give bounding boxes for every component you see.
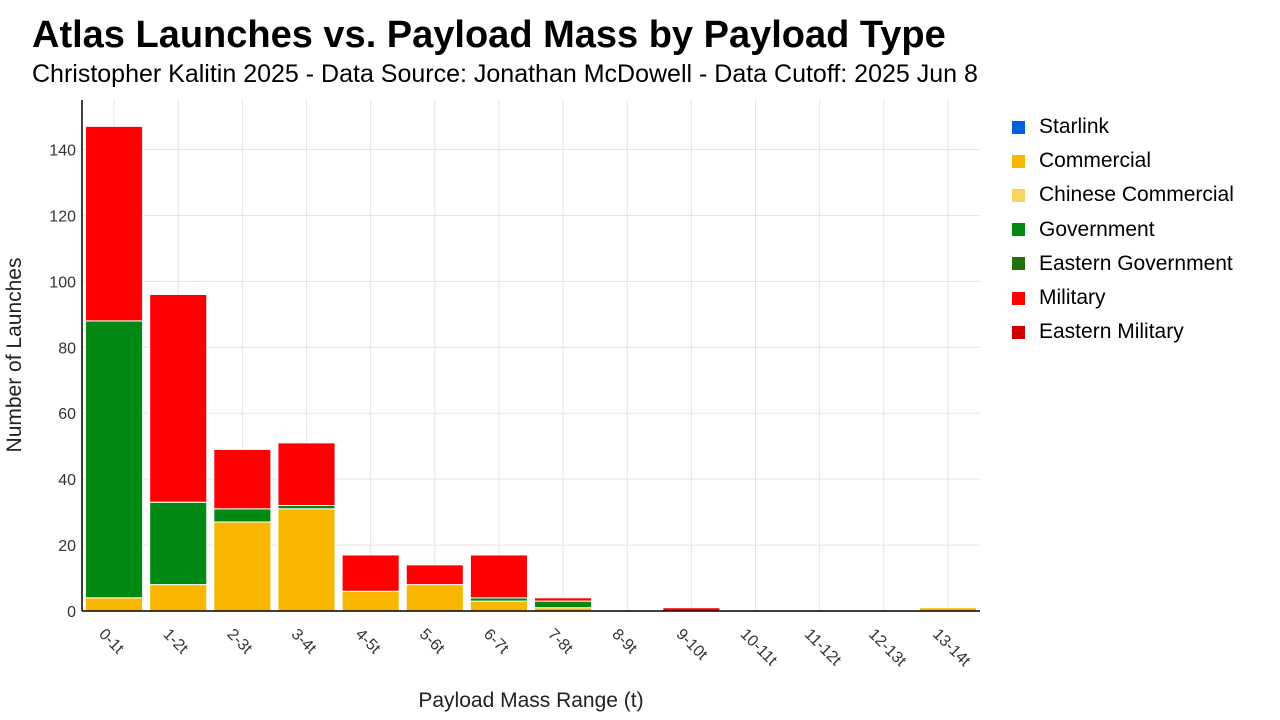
y-tick-label: 40 <box>58 472 76 489</box>
x-tick-label: 1-2t <box>159 626 191 658</box>
legend-label: Military <box>1039 286 1106 310</box>
y-tick-label: 20 <box>58 538 76 555</box>
x-tick-label: 0-1t <box>95 626 127 658</box>
legend-label: Chinese Commercial <box>1039 183 1234 207</box>
y-tick-label: 80 <box>58 340 76 357</box>
legend-label: Government <box>1039 217 1155 241</box>
y-tick-label: 120 <box>49 208 76 225</box>
bars-layer: 0-1t — Commercial: 40-1t — Government: 8… <box>85 125 977 612</box>
legend-label: Eastern Government <box>1039 251 1233 275</box>
x-tick-label: 6-7t <box>480 626 512 658</box>
legend: Starlink Commercial Chinese Commercial Gove… <box>1012 110 1234 349</box>
x-tick-label: 8-9t <box>608 626 640 658</box>
y-tick-label: 100 <box>49 274 76 291</box>
legend-item[interactable]: Eastern Military <box>1012 315 1234 349</box>
x-tick-label: 11-12t <box>801 626 845 670</box>
bar-segment[interactable]: 2-3t — Military: 18 <box>213 448 272 510</box>
bar-segment[interactable]: 0-1t — Government: 84 <box>85 320 144 599</box>
x-tick-label: 7-8t <box>544 626 576 658</box>
bar-segment[interactable]: 5-6t — Military: 6 <box>405 564 464 586</box>
x-tick-label: 10-11t <box>737 626 781 670</box>
x-tick-label: 12-13t <box>865 626 909 670</box>
legend-swatch <box>1012 257 1025 271</box>
bar-segment[interactable]: 1-2t — Commercial: 8 <box>149 584 208 612</box>
bar-segment[interactable]: 7-8t — Military: 1 <box>534 597 593 602</box>
x-tick-label: 9-10t <box>673 626 711 664</box>
bar-segment[interactable]: 6-7t — Commercial: 3 <box>469 600 528 612</box>
y-axis-label: Number of Launches <box>3 258 26 453</box>
x-tick-label: 2-3t <box>224 626 256 658</box>
legend-item[interactable]: Starlink <box>1012 110 1234 144</box>
legend-swatch <box>1012 188 1025 202</box>
x-tick-label: 3-4t <box>288 626 320 658</box>
bar-segment[interactable]: 7-8t — Government: 2 <box>534 600 593 609</box>
x-tick-label: 4-5t <box>352 626 384 658</box>
y-tick-label: 60 <box>58 406 76 423</box>
legend-item[interactable]: Commercial <box>1012 144 1234 178</box>
bar-segment[interactable]: 2-3t — Government: 4 <box>213 508 272 523</box>
bar-segment[interactable]: 0-1t — Commercial: 4 <box>85 597 144 612</box>
legend-label: Eastern Military <box>1039 320 1184 344</box>
x-tick-label: 5-6t <box>416 626 448 658</box>
bar-segment[interactable]: 6-7t — Military: 13 <box>469 554 528 599</box>
legend-swatch <box>1012 291 1025 305</box>
chart-subtitle: Christopher Kalitin 2025 - Data Source: … <box>32 60 978 88</box>
legend-swatch <box>1012 325 1025 339</box>
bar-segment[interactable]: 1-2t — Government: 25 <box>149 501 208 586</box>
legend-swatch <box>1012 120 1025 134</box>
bar-segment[interactable]: 0-1t — Military: 59 <box>85 125 144 322</box>
legend-item[interactable]: Military <box>1012 281 1234 315</box>
chart-title: Atlas Launches vs. Payload Mass by Paylo… <box>32 14 946 56</box>
chart-plot: 0-1t — Commercial: 40-1t — Government: 8… <box>3 100 980 712</box>
legend-swatch <box>1012 223 1025 237</box>
legend-item[interactable]: Chinese Commercial <box>1012 178 1234 212</box>
bar-segment[interactable]: 4-5t — Commercial: 6 <box>341 590 400 612</box>
legend-label: Commercial <box>1039 149 1152 173</box>
bar-segment[interactable]: 2-3t — Commercial: 27 <box>213 521 272 612</box>
legend-label: Starlink <box>1039 115 1110 139</box>
bar-segment[interactable]: 1-2t — Military: 63 <box>149 294 208 503</box>
y-tick-label: 140 <box>49 142 76 159</box>
bar-segment[interactable]: 4-5t — Military: 11 <box>341 554 400 592</box>
y-tick-label: 0 <box>67 604 76 621</box>
legend-item[interactable]: Eastern Government <box>1012 247 1234 281</box>
legend-item[interactable]: Government <box>1012 213 1234 247</box>
x-tick-label: 13-14t <box>929 626 973 670</box>
bar-segment[interactable]: 3-4t — Commercial: 31 <box>277 508 336 612</box>
bar-segment[interactable]: 5-6t — Commercial: 8 <box>405 584 464 612</box>
bar-segment[interactable]: 3-4t — Military: 19 <box>277 442 336 507</box>
x-axis-label: Payload Mass Range (t) <box>418 689 643 712</box>
legend-swatch <box>1012 154 1025 168</box>
